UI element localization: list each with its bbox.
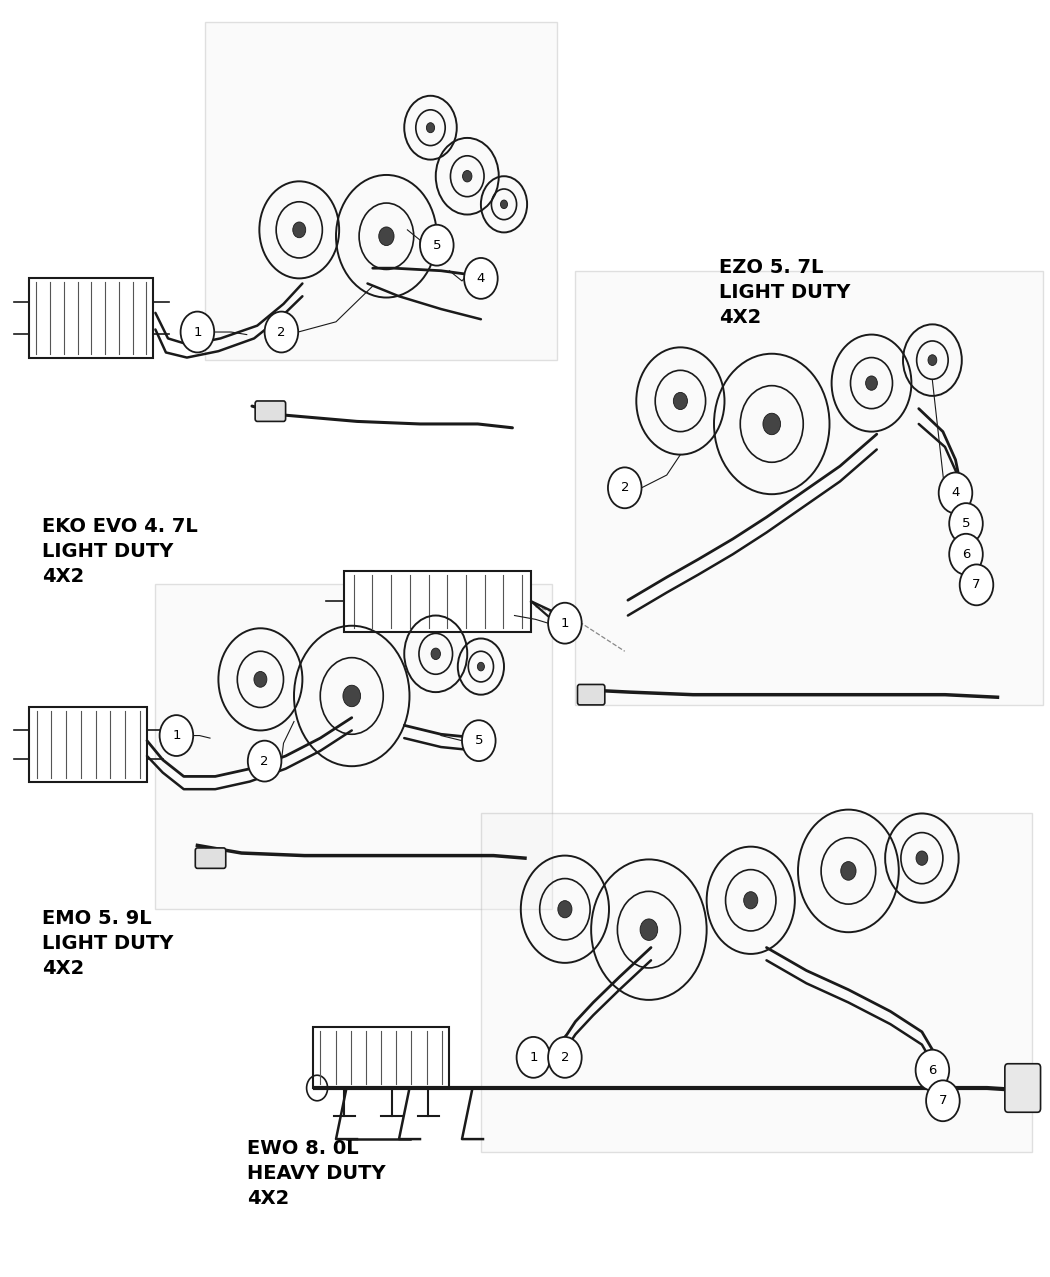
Circle shape xyxy=(949,534,983,575)
Circle shape xyxy=(640,919,657,940)
Text: 1: 1 xyxy=(172,729,181,742)
Circle shape xyxy=(478,663,484,670)
Bar xyxy=(344,571,531,632)
Circle shape xyxy=(928,355,937,365)
Circle shape xyxy=(343,686,360,706)
Bar xyxy=(155,584,552,909)
Circle shape xyxy=(463,171,471,181)
Circle shape xyxy=(160,715,193,756)
Bar xyxy=(205,22,556,360)
Circle shape xyxy=(548,603,582,644)
Text: 2: 2 xyxy=(561,1051,569,1064)
Text: 1: 1 xyxy=(561,617,569,630)
FancyBboxPatch shape xyxy=(195,848,226,868)
Text: 2: 2 xyxy=(260,755,269,767)
Circle shape xyxy=(379,227,394,245)
FancyBboxPatch shape xyxy=(578,684,605,705)
Circle shape xyxy=(916,850,928,866)
Text: 6: 6 xyxy=(962,548,970,561)
Circle shape xyxy=(673,392,688,410)
Circle shape xyxy=(939,472,972,513)
Circle shape xyxy=(420,225,454,266)
Text: 1: 1 xyxy=(193,326,202,338)
Circle shape xyxy=(248,741,281,782)
Bar xyxy=(481,813,1032,1152)
Text: 1: 1 xyxy=(529,1051,538,1064)
Text: 5: 5 xyxy=(475,734,483,747)
Bar xyxy=(313,1027,449,1088)
Circle shape xyxy=(865,375,878,391)
FancyBboxPatch shape xyxy=(1005,1064,1041,1112)
Circle shape xyxy=(517,1037,550,1078)
Text: 4: 4 xyxy=(477,272,485,285)
Text: 2: 2 xyxy=(621,481,629,494)
Circle shape xyxy=(926,1080,960,1121)
Circle shape xyxy=(916,1050,949,1091)
Circle shape xyxy=(501,200,507,208)
Text: EKO EVO 4. 7L
LIGHT DUTY
4X2: EKO EVO 4. 7L LIGHT DUTY 4X2 xyxy=(42,517,197,586)
Circle shape xyxy=(841,862,856,880)
Bar xyxy=(29,707,147,782)
Text: EMO 5. 9L
LIGHT DUTY
4X2: EMO 5. 9L LIGHT DUTY 4X2 xyxy=(42,909,173,978)
Circle shape xyxy=(743,891,758,909)
Circle shape xyxy=(462,720,496,761)
Circle shape xyxy=(181,312,214,352)
Text: 7: 7 xyxy=(972,578,981,591)
Circle shape xyxy=(426,123,435,133)
Text: EZO 5. 7L
LIGHT DUTY
4X2: EZO 5. 7L LIGHT DUTY 4X2 xyxy=(719,258,850,327)
Text: 2: 2 xyxy=(277,326,286,338)
Circle shape xyxy=(265,312,298,352)
Text: 6: 6 xyxy=(928,1064,937,1077)
Text: EWO 8. 0L
HEAVY DUTY
4X2: EWO 8. 0L HEAVY DUTY 4X2 xyxy=(247,1139,385,1208)
Circle shape xyxy=(949,503,983,544)
Circle shape xyxy=(960,564,993,605)
Circle shape xyxy=(608,467,642,508)
Text: 4: 4 xyxy=(951,487,960,499)
Circle shape xyxy=(432,649,440,659)
Circle shape xyxy=(464,258,498,299)
Text: 5: 5 xyxy=(962,517,970,530)
Circle shape xyxy=(763,414,780,434)
Circle shape xyxy=(293,222,306,238)
Text: 5: 5 xyxy=(433,239,441,252)
Bar xyxy=(575,271,1043,705)
Bar xyxy=(29,278,153,358)
FancyBboxPatch shape xyxy=(255,401,286,421)
Circle shape xyxy=(558,900,572,918)
Text: 7: 7 xyxy=(939,1094,947,1107)
Circle shape xyxy=(254,672,267,687)
Circle shape xyxy=(548,1037,582,1078)
